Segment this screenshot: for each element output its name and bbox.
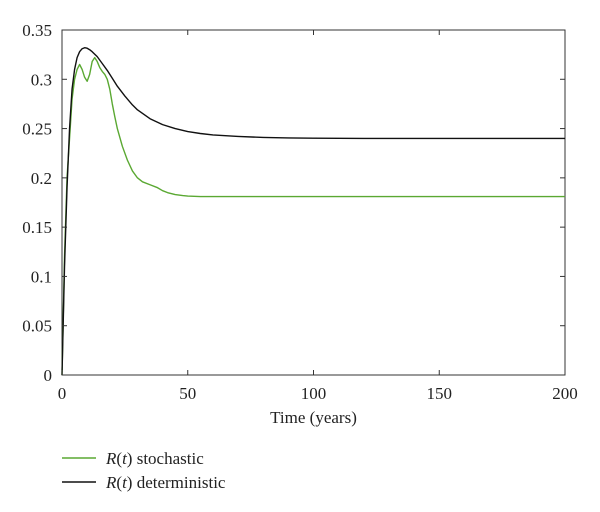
series-line-stochastic (61, 56, 565, 376)
series-line-deterministic (61, 47, 565, 376)
legend-label-deterministic: R(t) deterministic (105, 473, 226, 492)
plot-area (61, 29, 566, 376)
y-tick-label: 0 (44, 366, 53, 385)
y-tick-label: 0.35 (22, 21, 52, 40)
x-axis-label: Time (years) (270, 408, 357, 427)
x-tick-label: 0 (58, 384, 67, 403)
plot-border (61, 29, 566, 376)
y-tick-label: 0.25 (22, 120, 52, 139)
y-tick-label: 0.1 (31, 267, 52, 286)
y-tick-label: 0.2 (31, 169, 52, 188)
series-layer (61, 47, 565, 376)
x-tick-label: 200 (552, 384, 578, 403)
legend-label-stochastic: R(t) stochastic (105, 449, 204, 468)
ticks-layer: 0 50 100 150 200 0 0.05 0.1 0.15 0.2 0.25 0.3 0.35 (22, 21, 578, 403)
legend: R(t) stochastic R(t) deterministic (62, 449, 226, 492)
y-tick-label: 0.15 (22, 218, 52, 237)
x-tick-label: 100 (301, 384, 327, 403)
y-tick-label: 0.05 (22, 317, 52, 336)
x-tick-label: 50 (179, 384, 196, 403)
y-tick-label: 0.3 (31, 70, 52, 89)
x-tick-label: 150 (427, 384, 453, 403)
